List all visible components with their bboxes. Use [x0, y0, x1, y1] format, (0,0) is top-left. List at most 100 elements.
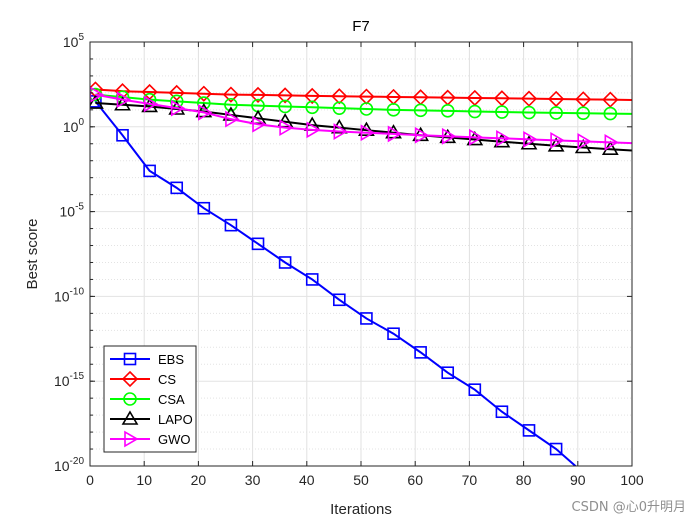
series-line-gwo — [95, 93, 632, 145]
data-point-gwo — [360, 124, 376, 142]
data-point-gwo — [414, 126, 430, 144]
series-gwo — [90, 86, 632, 151]
x-tick-label: 30 — [245, 472, 261, 488]
data-point-gwo — [469, 128, 484, 146]
data-point-cs — [276, 87, 294, 104]
watermark: CSDN @心0升明月 — [571, 500, 686, 515]
data-point-lapo — [547, 137, 565, 152]
data-point-cs — [602, 91, 619, 108]
data-point-gwo — [387, 125, 403, 143]
legend: EBS CS CSA LAPO GWO — [103, 345, 197, 453]
y-axis: 10-20 10-15 10-10 10-5 100 105 — [54, 32, 632, 474]
series-group — [90, 81, 632, 466]
x-tick-label: 60 — [407, 472, 423, 488]
data-point-csa — [359, 102, 374, 116]
series-line-cs — [95, 88, 632, 101]
data-point-ebs — [522, 424, 536, 437]
x-tick-label: 100 — [620, 472, 644, 488]
legend-marker — [123, 352, 137, 366]
data-point-ebs — [468, 383, 482, 396]
data-point-ebs — [224, 218, 238, 232]
legend-item-csa: CSA — [110, 392, 185, 407]
data-point-gwo — [333, 123, 348, 140]
data-point-cs — [249, 86, 267, 104]
data-point-ebs — [197, 201, 211, 215]
data-point-gwo — [279, 119, 294, 137]
legend-label: CS — [158, 372, 176, 387]
data-point-gwo — [198, 103, 213, 121]
data-point-csa — [224, 97, 238, 112]
data-point-lapo — [90, 94, 104, 109]
data-point-cs — [304, 87, 321, 105]
data-point-csa — [332, 101, 347, 115]
data-point-gwo — [577, 132, 592, 150]
data-point-ebs — [360, 312, 373, 325]
data-point-ebs — [414, 346, 427, 359]
series-line-ebs — [94, 100, 577, 466]
data-point-gwo — [143, 95, 159, 113]
data-point-cs — [331, 88, 348, 105]
data-point-csa — [278, 99, 292, 114]
x-tick-label: 40 — [299, 472, 315, 488]
legend-label: CSA — [158, 392, 185, 407]
data-point-cs — [547, 90, 565, 108]
x-tick-label: 80 — [516, 472, 532, 488]
x-tick-label: 70 — [462, 472, 478, 488]
data-point-ebs — [278, 256, 292, 269]
legend-marker — [124, 430, 139, 448]
legend-item-cs: CS — [110, 370, 176, 388]
data-point-gwo — [225, 110, 240, 128]
y-tick-label: 10-15 — [54, 371, 84, 389]
data-point-lapo — [574, 138, 592, 154]
data-point-gwo — [604, 134, 619, 151]
data-point-lapo — [330, 119, 348, 134]
data-point-cs — [195, 85, 212, 102]
data-point-csa — [495, 105, 509, 119]
data-point-csa — [576, 106, 591, 121]
data-point-ebs — [116, 128, 129, 142]
x-axis: 0 10 20 30 40 50 60 70 80 90 100 — [86, 42, 644, 488]
legend-marker — [121, 370, 139, 388]
series-line-csa — [95, 93, 632, 115]
y-tick-label: 105 — [63, 32, 85, 50]
legend-item-gwo: GWO — [110, 430, 191, 448]
data-point-csa — [522, 105, 536, 120]
y-tick-label: 10-10 — [54, 286, 84, 304]
legend-label: EBS — [158, 352, 184, 367]
data-point-gwo — [170, 99, 186, 117]
data-point-cs — [520, 90, 538, 107]
data-point-ebs — [333, 293, 346, 307]
y-tick-label: 10-20 — [54, 456, 84, 474]
y-tick-label: 100 — [63, 117, 85, 135]
series-ebs — [90, 95, 577, 466]
data-point-csa — [386, 103, 401, 117]
legend-label: LAPO — [158, 412, 193, 427]
data-point-gwo — [550, 131, 565, 149]
data-point-csa — [305, 100, 320, 115]
data-point-csa — [413, 103, 428, 118]
legend-marker — [123, 392, 137, 406]
data-point-ebs — [170, 181, 184, 195]
data-point-csa — [468, 104, 482, 119]
x-tick-label: 10 — [136, 472, 152, 488]
x-axis-label: Iterations — [330, 501, 392, 518]
data-point-cs — [575, 91, 592, 108]
chart-title: F7 — [352, 18, 370, 35]
y-axis-label: Best score — [24, 219, 41, 290]
data-point-ebs — [305, 273, 319, 286]
data-point-csa — [549, 106, 563, 120]
data-point-lapo — [358, 121, 375, 136]
data-point-gwo — [306, 121, 321, 139]
data-point-lapo — [520, 135, 538, 150]
data-point-gwo — [116, 91, 132, 109]
x-tick-label: 90 — [570, 472, 586, 488]
data-point-ebs — [143, 164, 156, 178]
data-point-ebs — [251, 237, 265, 251]
x-tick-label: 50 — [353, 472, 369, 488]
x-tick-label: 0 — [86, 472, 94, 488]
data-point-cs — [222, 86, 240, 103]
legend-item-ebs: EBS — [110, 352, 184, 367]
data-point-csa — [603, 106, 618, 121]
data-point-cs — [168, 84, 185, 102]
